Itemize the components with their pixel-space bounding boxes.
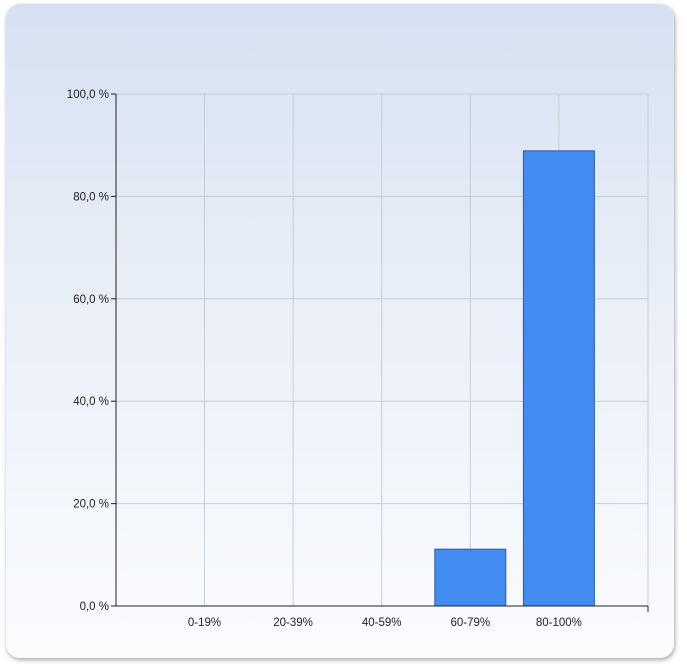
x-tick-label: 40-59% — [362, 617, 402, 629]
y-tick-label: 80,0 % — [73, 191, 109, 203]
x-tick-label: 0-19% — [188, 617, 221, 629]
bar — [522, 150, 595, 607]
x-tick-label: 60-79% — [450, 617, 490, 629]
y-tick-label: 40,0 % — [73, 396, 109, 408]
y-tick-label: 60,0 % — [73, 294, 109, 306]
x-axis-ticks: 0-19% 20-39% 40-59% 60-79% 80-100% — [188, 606, 649, 629]
x-tick-label: 80-100% — [536, 617, 582, 629]
y-axis-ticks: 0,0 % 20,0 % 40,0 % 60,0 % 80,0 % 100,0 % — [67, 89, 116, 613]
axes — [115, 94, 648, 607]
y-tick-label: 20,0 % — [73, 499, 109, 511]
bar — [434, 548, 507, 607]
y-tick-label: 100,0 % — [67, 89, 109, 101]
x-tick-label: 20-39% — [273, 617, 313, 629]
y-tick-label: 0,0 % — [80, 601, 109, 613]
bars — [434, 150, 595, 607]
